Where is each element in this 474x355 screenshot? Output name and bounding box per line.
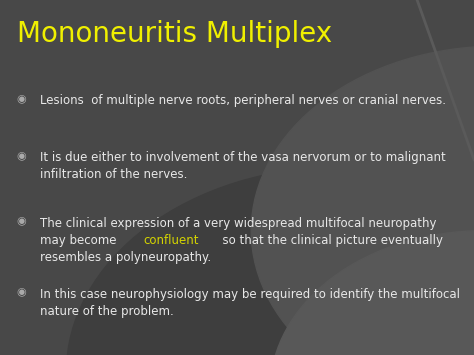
Circle shape	[251, 46, 474, 355]
Circle shape	[270, 231, 474, 355]
Text: ◉: ◉	[17, 151, 27, 161]
Text: nature of the problem.: nature of the problem.	[40, 305, 174, 318]
Text: Mononeuritis Multiplex: Mononeuritis Multiplex	[17, 20, 332, 48]
Circle shape	[66, 167, 474, 355]
Text: infiltration of the nerves.: infiltration of the nerves.	[40, 168, 188, 181]
Text: may become: may become	[40, 234, 120, 247]
Text: The clinical expression of a very widespread multifocal neuropathy: The clinical expression of a very widesp…	[40, 217, 437, 230]
Text: so that the clinical picture eventually: so that the clinical picture eventually	[216, 234, 444, 247]
Text: It is due either to involvement of the vasa nervorum or to malignant: It is due either to involvement of the v…	[40, 151, 446, 164]
Text: confluent: confluent	[144, 234, 200, 247]
Text: ◉: ◉	[17, 217, 27, 226]
Text: ◉: ◉	[17, 288, 27, 297]
Text: Lesions  of multiple nerve roots, peripheral nerves or cranial nerves.: Lesions of multiple nerve roots, periphe…	[40, 94, 447, 107]
Text: resembles a polyneuropathy.: resembles a polyneuropathy.	[40, 251, 211, 264]
Text: In this case neurophysiology may be required to identify the multifocal: In this case neurophysiology may be requ…	[40, 288, 460, 301]
Text: ◉: ◉	[17, 94, 27, 104]
